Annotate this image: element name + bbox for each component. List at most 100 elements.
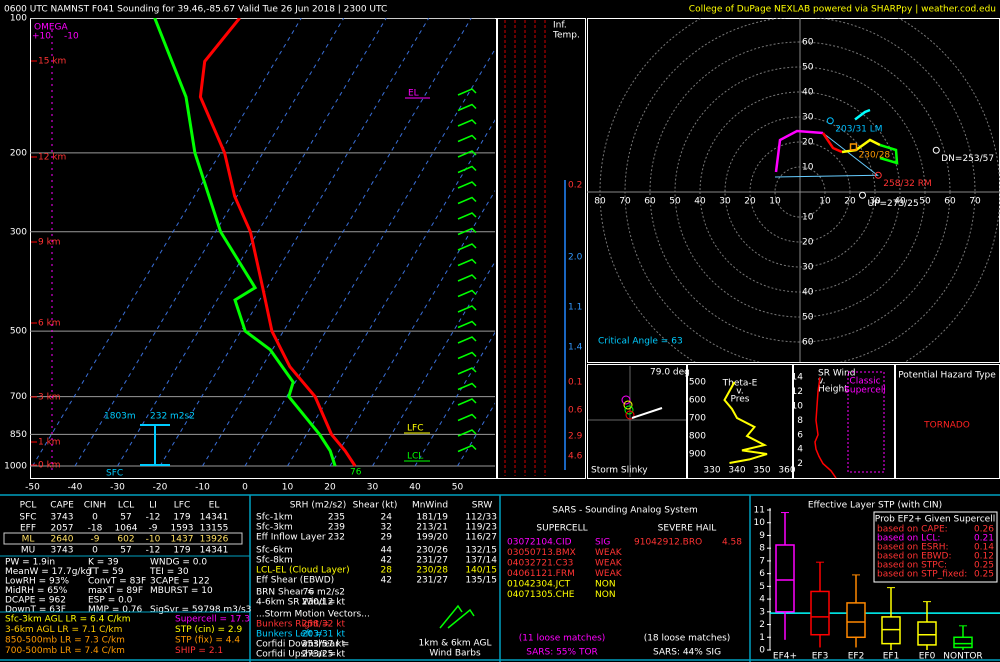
mean-wind-marker (849, 143, 858, 151)
sr46-label: 4-6km SR Wind = (256, 598, 335, 608)
kin-value: 42 (381, 576, 392, 586)
omega-tick: -10 (64, 32, 79, 42)
hodo-ring (624, 18, 976, 362)
wind-barb (457, 196, 477, 205)
stp-y-label: 9 (759, 531, 765, 541)
lfc-label: LFC (407, 424, 423, 434)
srwind-y-label: 14 (792, 373, 804, 383)
slinky-ring (621, 395, 631, 405)
thermo-cell: 13155 (200, 524, 229, 534)
sars-title: SARS - Sounding Analog System (552, 506, 698, 516)
temperature-label: -40 (68, 483, 83, 493)
motion-value: 253/57 kt (302, 640, 346, 650)
kin-value: 132/15 (465, 546, 497, 556)
motion-value: 203/31 kt (302, 630, 346, 640)
kin-name: Eff Shear (EBWD) (256, 576, 334, 586)
kin-value: 230/28 (416, 566, 448, 576)
hodograph-plot: 203/31 LM 230/28 258/32 RM DN=253/57 UP=273/… (587, 18, 1000, 362)
prob-label: based on ESRH: (877, 543, 949, 553)
prob-value: 0.12 (974, 552, 994, 562)
hodo-trace (841, 138, 881, 154)
sars-match: 04071305.CHE (507, 590, 575, 600)
inference-value: 0.2 (568, 181, 582, 191)
kin-value: 239 (328, 523, 345, 533)
prob-label: based on STP_fixed: (877, 570, 967, 580)
hodo-ring (649, 41, 951, 343)
storm-motion-marker (859, 191, 866, 199)
storm-motion-label: 258/32 RM (883, 179, 932, 189)
lapse-rate: 700-500mb LR = 7.4 C/km (5, 646, 125, 656)
height-label: 1 km (38, 438, 61, 448)
agl-barb (447, 608, 475, 629)
temperature-label: 40 (409, 483, 421, 493)
temperature-label: -50 (25, 483, 40, 493)
kin-value: 32 (381, 523, 392, 533)
thermo-cell: 1437 (171, 535, 194, 545)
kin-value: 231/27 (416, 576, 448, 586)
inference-value: 2.9 (568, 432, 583, 442)
thermo-header: EL (209, 501, 220, 511)
storm-motion-marker (826, 117, 834, 125)
temperature-label: 0 (242, 483, 248, 493)
wind-barb (457, 119, 477, 127)
sars-match: 04061121.FRM (507, 569, 575, 579)
critical-angle: Critical Angle = 63 (598, 337, 683, 347)
thermo-index: K = 39 (88, 558, 119, 568)
kin-value: 116/27 (465, 533, 497, 543)
storm-motion-label: DN=253/57 (941, 154, 994, 164)
thermo-cell: -18 (88, 524, 103, 534)
wind-barb (457, 305, 477, 313)
theta-x-label: 330 (703, 466, 720, 476)
box-body (775, 544, 795, 613)
pressure-label: 500 (10, 327, 27, 337)
theta-title: Pres (731, 395, 750, 405)
wind-barb (457, 134, 477, 143)
wind-barb (457, 212, 477, 220)
supercell-range (847, 371, 885, 473)
thermo-header: LCL (118, 501, 134, 511)
temperature-label: -30 (110, 483, 125, 493)
barbs-label: Wind Barbs (429, 649, 481, 659)
stp-category: EF2 (848, 652, 865, 662)
wind-barb (457, 243, 477, 251)
composite-index: SHIP = 2.1 (175, 646, 223, 656)
stp-category: NONTOR (943, 652, 982, 662)
sars-class: WEAK (595, 569, 623, 579)
thermo-cell: 2640 (51, 535, 74, 545)
thermo-index: MMP = 0.76 (88, 605, 143, 615)
stp-y-label: 8 (759, 544, 765, 554)
thermo-cell: 57 (120, 513, 131, 523)
stp-y-label: 2 (759, 620, 765, 630)
wind-barb (457, 398, 477, 406)
hodo-trace (774, 129, 824, 173)
kin-value: 119/23 (465, 523, 497, 533)
skewt-plot (30, 18, 495, 467)
thermo-index: DCAPE = 962 (5, 596, 66, 606)
temperature-label: 30 (367, 483, 379, 493)
sars-match: 04032721.C33 (507, 559, 573, 569)
box-body (810, 590, 830, 636)
thermo-cell: 13926 (200, 535, 229, 545)
ring-label: 20 (844, 197, 856, 207)
ring-label: 30 (869, 197, 881, 207)
prob-label: based on CAPE: (877, 525, 948, 535)
thermo-cell: 2057 (51, 524, 74, 534)
sars-class: NON (595, 580, 616, 590)
thermo-cell: 3743 (51, 546, 74, 556)
thermo-header: CINH (84, 501, 106, 511)
ring-label: 10 (802, 163, 814, 173)
thermo-cell: 14341 (200, 513, 229, 523)
motion-label: Corfidi Downshear = (256, 640, 349, 650)
ring-label: 10 (819, 197, 831, 207)
theta-y-label: 900 (689, 450, 706, 460)
stp-y-label: 5 (759, 582, 765, 592)
prob-label: based on STPC: (877, 561, 947, 571)
stp-y-label: 6 (759, 569, 765, 579)
kin-name: Eff Inflow Layer (256, 533, 326, 543)
isotherm (117, 18, 387, 467)
lcl-label: LCL (407, 452, 423, 462)
sr46-value: 230/12 kt (302, 598, 346, 608)
storm-motion-marker (874, 171, 882, 179)
inference-value: 1.1 (568, 303, 582, 313)
